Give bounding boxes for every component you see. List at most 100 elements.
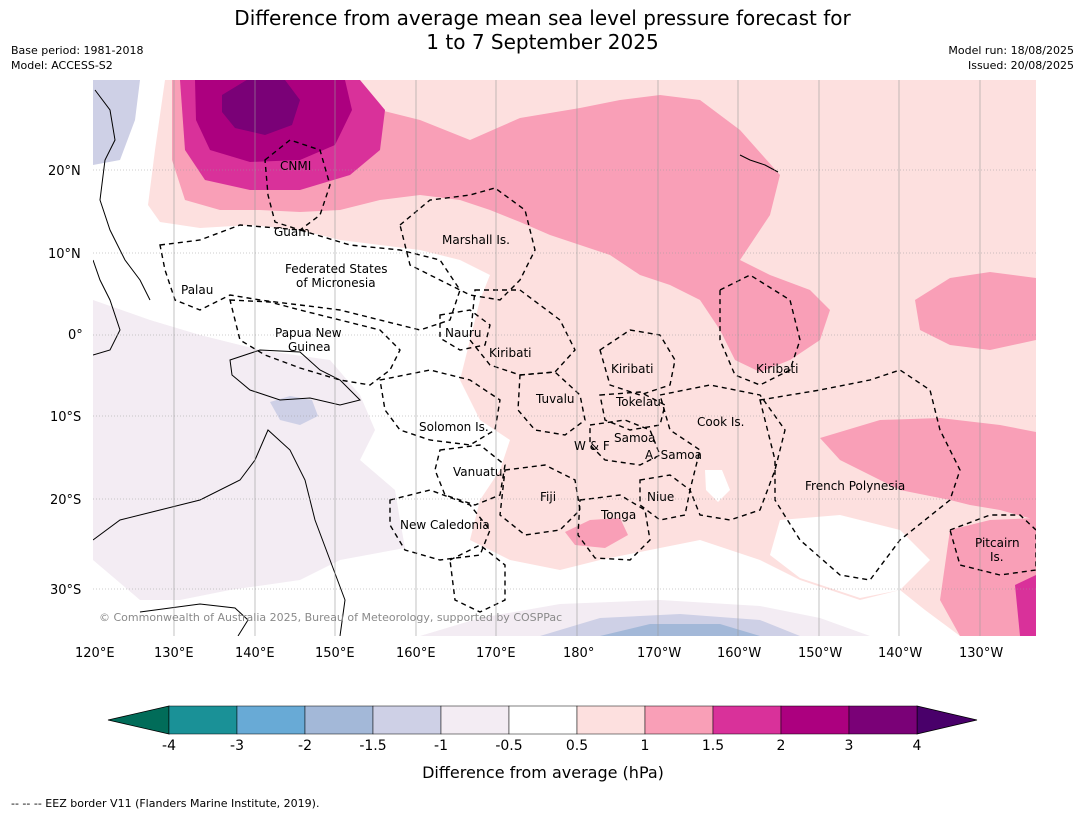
colorbar-segment — [508, 705, 578, 735]
colorbar-tick-label: -2 — [298, 738, 312, 754]
eez-kiribati-c — [599, 329, 676, 396]
land-outlines — [93, 89, 779, 636]
map-panel: CNMI Guam Marshall Is. Federated States … — [93, 80, 1036, 636]
eez-tokelau — [599, 391, 666, 431]
eez-samoa — [589, 419, 661, 466]
label-fsm-2: of Micronesia — [296, 276, 376, 290]
lon-label-140w: 140°W — [878, 646, 922, 661]
label-cnmi: CNMI — [280, 159, 311, 173]
eez-footnote: -- -- -- EEZ border V11 (Flanders Marine… — [11, 797, 320, 810]
colorbar-tick-label: 3 — [845, 738, 854, 754]
colorbar-segment — [576, 705, 646, 735]
eez-fiji — [499, 464, 581, 536]
colorbar-tick-label: 2 — [777, 738, 786, 754]
colorbar-ticks: -4 -3 -2 -1.5 -1 -0.5 0.5 1 1.5 2 3 4 — [162, 738, 922, 754]
colorbar-tick-label: -1.5 — [359, 738, 386, 754]
label-samoa: Samoa — [614, 431, 655, 445]
label-pitcairn-2: Is. — [990, 550, 1004, 564]
label-french-polynesia: French Polynesia — [805, 479, 905, 493]
coast-borneo — [93, 259, 121, 356]
eez-niue — [639, 474, 691, 521]
colorbar-segment — [644, 705, 714, 735]
colorbar-tick-label: -3 — [230, 738, 244, 754]
label-kiribati-e: Kiribati — [756, 362, 798, 376]
model-name: Model: ACCESS-S2 — [11, 59, 113, 72]
lon-label-130e: 130°E — [154, 646, 194, 661]
label-vanuatu: Vanuatu — [453, 465, 503, 479]
lat-label-30s: 30°S — [50, 583, 81, 598]
contour-plus-1-east — [915, 272, 1036, 350]
label-marshall: Marshall Is. — [442, 233, 510, 247]
eez-pitcairn — [949, 514, 1036, 576]
colorbar-segment — [440, 705, 510, 735]
lat-label-20s: 20°S — [50, 493, 81, 508]
colorbar-segment — [848, 705, 918, 735]
base-period: Base period: 1981-2018 — [11, 44, 144, 57]
contour-plus-1-pitcairn — [940, 518, 1036, 636]
label-png-2: Guinea — [288, 340, 331, 354]
label-cook: Cook Is. — [697, 415, 744, 429]
chart-title: Difference from average mean sea level p… — [0, 6, 1085, 54]
colorbar-tick-label: 1.5 — [702, 738, 724, 754]
colorbar-tick-label: -1 — [434, 738, 448, 754]
meta-right: Model run: 18/08/2025 Issued: 20/08/2025 — [948, 43, 1074, 73]
lon-label-130w: 130°W — [959, 646, 1003, 661]
colorbar: -4 -3 -2 -1.5 -1 -0.5 0.5 1 1.5 2 3 4 Difference fr… — [107, 705, 978, 782]
contour-hole-2 — [770, 515, 930, 598]
contour-minus-0.5 — [93, 300, 405, 600]
label-new-caledonia: New Caledonia — [400, 518, 490, 532]
contour-minus-1 — [270, 396, 318, 425]
label-kiribati-w: Kiribati — [489, 346, 531, 360]
contour-plus-3 — [222, 80, 300, 135]
eez-new-caledonia — [389, 489, 491, 561]
contour-plus-1-tonga — [565, 518, 628, 548]
label-nauru: Nauru — [445, 326, 481, 340]
lat-label-0: 0° — [68, 328, 83, 343]
contour-plus-0.5 — [148, 80, 1036, 636]
colorbar-under-arrow — [107, 705, 170, 735]
colorbar-segments — [168, 705, 918, 735]
eez-fsm — [159, 224, 461, 331]
eez-borders — [159, 139, 1036, 613]
label-asamoa: A. Samoa — [645, 448, 702, 462]
colorbar-tick-label: -0.5 — [495, 738, 522, 754]
issued-date: Issued: 20/08/2025 — [967, 59, 1074, 72]
label-palau: Palau — [181, 283, 213, 297]
lon-label-170w: 170°W — [637, 646, 681, 661]
region-labels: CNMI Guam Marshall Is. Federated States … — [181, 159, 1020, 564]
lon-label-120e: 120°E — [75, 646, 115, 661]
title-line-2: 1 to 7 September 2025 — [426, 30, 659, 54]
title-line-1: Difference from average mean sea level p… — [234, 6, 851, 30]
eez-kiribati-e — [719, 274, 801, 386]
colorbar-segment — [236, 705, 306, 735]
eez-cnmi — [264, 139, 331, 231]
lon-label-180: 180° — [563, 646, 594, 661]
eez-new-zealand-n — [449, 544, 506, 613]
label-kiribati-c: Kiribati — [611, 362, 653, 376]
lon-axis-labels: 120°E 130°E 140°E 150°E 160°E 170°E 180°… — [75, 646, 1003, 661]
label-tokelau: Tokelau — [615, 395, 661, 409]
label-fsm-1: Federated States — [285, 262, 387, 276]
label-tonga: Tonga — [600, 508, 636, 522]
colorbar-segment — [372, 705, 442, 735]
label-pitcairn-1: Pitcairn — [975, 536, 1020, 550]
eez-tuvalu — [517, 371, 586, 436]
lon-label-170e: 170°E — [476, 646, 516, 661]
lat-axis-labels: 20°N 10°N 0° 10°S 20°S 30°S — [48, 164, 83, 598]
colorbar-segment — [304, 705, 374, 735]
colorbar-tick-label: 0.5 — [566, 738, 588, 754]
coast-philippines — [94, 89, 151, 301]
lon-label-160e: 160°E — [396, 646, 436, 661]
label-tuvalu: Tuvalu — [535, 392, 575, 406]
colorbar-label: Difference from average (hPa) — [422, 763, 664, 782]
meta-left: Base period: 1981-2018 Model: ACCESS-S2 — [11, 43, 143, 73]
contour-minus-1-north — [93, 80, 140, 165]
label-guam: Guam — [274, 225, 310, 239]
label-wf: W & F — [574, 439, 610, 453]
contour-plus-1-southeast — [820, 418, 1036, 520]
eez-marshall — [399, 187, 536, 301]
lon-label-160w: 160°W — [717, 646, 761, 661]
eez-cook — [659, 384, 786, 521]
lon-label-140e: 140°E — [235, 646, 275, 661]
